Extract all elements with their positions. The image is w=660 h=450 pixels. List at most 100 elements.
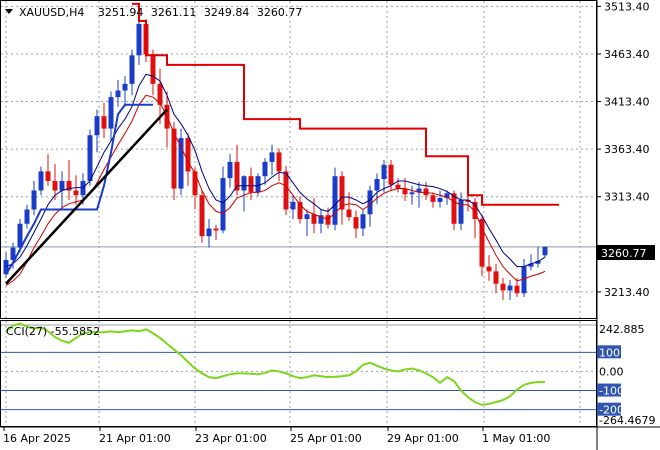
price-tick-label: 3463.40 bbox=[604, 48, 650, 61]
candle bbox=[437, 190, 443, 208]
candle bbox=[528, 254, 534, 271]
candle bbox=[136, 19, 142, 65]
candle bbox=[290, 195, 296, 220]
cci-axis-label: -264.4679 bbox=[599, 414, 655, 427]
candle bbox=[521, 258, 527, 298]
candle bbox=[38, 166, 44, 196]
candle bbox=[402, 178, 408, 201]
candle bbox=[24, 204, 30, 229]
candle bbox=[157, 68, 163, 124]
fast-moving-average bbox=[5, 73, 546, 268]
trend-line[interactable] bbox=[5, 108, 168, 285]
candle bbox=[220, 166, 226, 234]
candle bbox=[542, 246, 548, 258]
price-tick-label: 3213.40 bbox=[604, 286, 650, 299]
candle bbox=[45, 154, 51, 186]
candle bbox=[213, 224, 219, 240]
candle bbox=[241, 175, 247, 212]
low-value: 3249.84 bbox=[204, 6, 250, 19]
open-value: 3251.94 bbox=[98, 6, 144, 19]
candlestick-series bbox=[3, 19, 548, 300]
candle bbox=[31, 180, 37, 216]
cci-series bbox=[5, 322, 546, 406]
candle bbox=[318, 209, 324, 234]
candle bbox=[262, 158, 268, 185]
candle bbox=[122, 76, 128, 107]
candle bbox=[339, 171, 345, 225]
candle bbox=[269, 144, 275, 176]
current-price-label: 3260.77 bbox=[601, 247, 647, 260]
candle bbox=[108, 91, 114, 141]
time-axis-label: 16 Apr 2025 bbox=[3, 432, 71, 445]
candle bbox=[150, 49, 156, 96]
candle bbox=[458, 192, 464, 231]
candle bbox=[304, 209, 310, 237]
candle bbox=[185, 133, 191, 186]
candle bbox=[479, 214, 485, 277]
candle bbox=[66, 160, 72, 200]
support-step-line bbox=[5, 103, 153, 275]
cci-axis-label: 0.00 bbox=[599, 365, 624, 378]
cci-axis-label: 100 bbox=[599, 346, 620, 359]
candle bbox=[500, 278, 506, 300]
cci-axis-label: 242.885 bbox=[599, 323, 645, 336]
time-axis: 16 Apr 2025 21 Apr 01:00 23 Apr 01:00 25 Ap… bbox=[3, 427, 550, 445]
cci-level-tag bbox=[597, 383, 621, 397]
candle bbox=[206, 219, 212, 248]
price-axis: 3513.40 3463.40 3413.40 3363.40 3313.40 3213.… bbox=[597, 0, 650, 299]
overlay-lines bbox=[5, 2, 559, 287]
candle bbox=[115, 80, 121, 107]
candle bbox=[178, 128, 184, 196]
price-tick-label: 3313.40 bbox=[604, 191, 650, 204]
candle bbox=[17, 219, 23, 253]
close-value: 3260.77 bbox=[257, 6, 303, 19]
candle bbox=[360, 209, 366, 237]
cci-level-tag bbox=[597, 345, 621, 359]
candle bbox=[248, 167, 254, 200]
cci-level-tag bbox=[597, 402, 621, 416]
candle bbox=[381, 160, 387, 193]
cci-indicator-label: CCI(27) -55.5852 bbox=[6, 325, 100, 338]
candle bbox=[465, 195, 471, 212]
cci-pane[interactable] bbox=[0, 320, 597, 427]
candle bbox=[87, 129, 93, 186]
resistance-line bbox=[132, 2, 559, 206]
candle bbox=[493, 263, 499, 294]
candle bbox=[367, 185, 373, 227]
symbol-label: XAUUSD,H4 bbox=[19, 6, 84, 19]
high-value: 3261.11 bbox=[151, 6, 197, 19]
time-axis-label: 21 Apr 01:00 bbox=[99, 432, 171, 445]
candle bbox=[94, 109, 100, 153]
cci-line bbox=[5, 322, 546, 406]
chart-collapse-icon[interactable] bbox=[5, 9, 13, 14]
candle bbox=[297, 196, 303, 224]
time-axis-label: 25 Apr 01:00 bbox=[290, 432, 362, 445]
candle bbox=[353, 210, 359, 239]
candle bbox=[171, 121, 177, 200]
candle bbox=[199, 190, 205, 243]
candle bbox=[430, 192, 436, 208]
candle bbox=[507, 279, 513, 300]
svg-text:XAUUSD,H4 3251.94 3261: XAUUSD,H4 3251.94 3261.11 3249.84 3260.7… bbox=[19, 6, 302, 19]
candle bbox=[129, 49, 135, 96]
price-tick-label: 3363.40 bbox=[604, 143, 650, 156]
candle bbox=[332, 167, 338, 231]
candle bbox=[416, 181, 422, 208]
candle bbox=[486, 255, 492, 281]
grid bbox=[1, 1, 596, 426]
time-axis-label: 23 Apr 01:00 bbox=[195, 432, 267, 445]
candle bbox=[52, 163, 58, 200]
price-tick-label: 3513.40 bbox=[604, 0, 650, 13]
time-axis-label: 29 Apr 01:00 bbox=[387, 432, 459, 445]
candle bbox=[227, 154, 233, 188]
time-axis-label: 1 May 01:00 bbox=[482, 432, 550, 445]
price-tick-label: 3413.40 bbox=[604, 96, 650, 109]
candle bbox=[451, 190, 457, 231]
cci-axis: 242.885 100 0.00 -100 -200-264.4679 bbox=[597, 323, 655, 427]
candle bbox=[276, 148, 282, 181]
candle bbox=[101, 102, 107, 139]
cci-axis-label: -100 bbox=[599, 385, 624, 398]
candle bbox=[409, 185, 415, 205]
candle bbox=[234, 144, 240, 196]
